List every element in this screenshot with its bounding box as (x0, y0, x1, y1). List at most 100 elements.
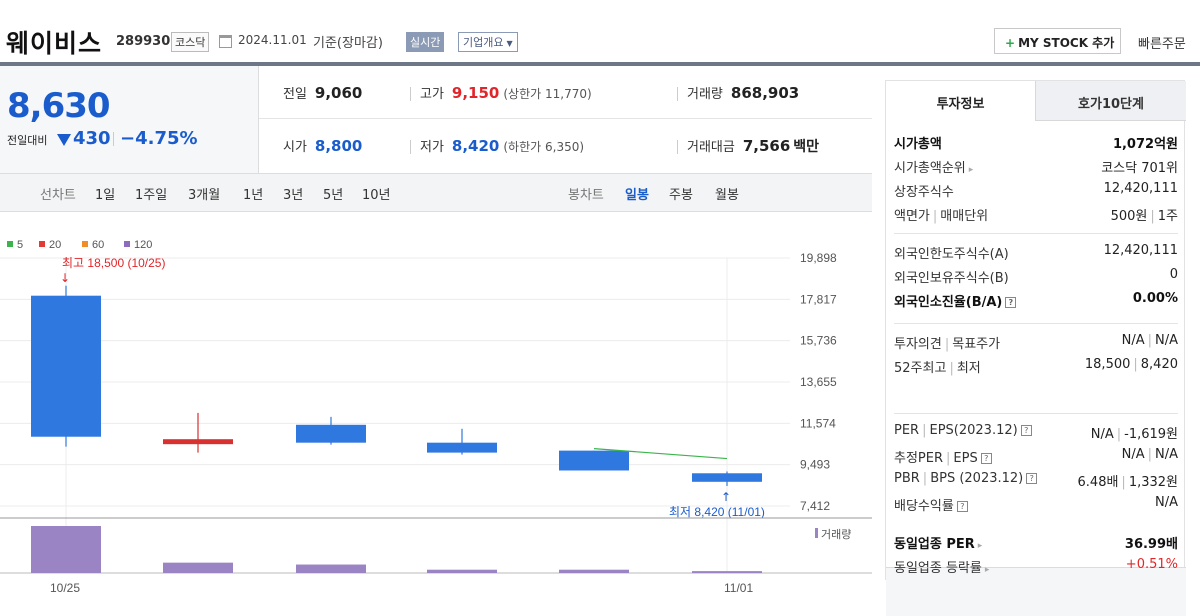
stat-volume: 거래량 868,903 (687, 83, 799, 102)
info-key: 투자의견 | 목표주가 (894, 333, 1000, 352)
tab-monthly[interactable]: 월봉 (715, 188, 739, 203)
y-tick-label: 13,655 (800, 375, 837, 389)
y-tick-label: 19,898 (800, 251, 837, 265)
info-key-text: EPS (953, 451, 978, 466)
company-overview-dropdown[interactable]: 기업개요 ▼ (458, 32, 518, 52)
info-key-text: 액면가 (894, 209, 930, 224)
info-key: 외국인소진율(B/A)? (894, 291, 1017, 310)
tab-order-book[interactable]: 호가10단계 (1036, 81, 1186, 121)
info-value: 36.99배 (1125, 533, 1178, 552)
stat-label: 전일 (283, 87, 307, 102)
stat-label: 시가 (283, 140, 307, 155)
divider (677, 140, 678, 154)
stat-value: 868,903 (730, 84, 800, 102)
info-row: 상장주식수 12,420,111 (894, 179, 1178, 201)
current-price-panel: 8,630 전일대비 430 −4.75% (0, 66, 259, 174)
candle-body (692, 473, 762, 482)
tab-1d[interactable]: 1일 (95, 188, 116, 203)
tab-daily[interactable]: 일봉 (625, 188, 649, 203)
info-row: 외국인보유주식수(B) 0 (894, 265, 1178, 287)
divider (894, 233, 1178, 234)
divider (113, 132, 114, 146)
candle-body (559, 450, 629, 471)
stat-value: 8,420 (451, 137, 500, 155)
divider: | (1121, 475, 1126, 490)
up-arrow-icon: ↑ (721, 490, 731, 504)
stat-open: 시가 8,800 (283, 136, 362, 155)
market-badge: 코스닥 (171, 32, 210, 52)
info-value: 18,500 | 8,420 (1085, 357, 1178, 372)
sector-summary-bg (886, 567, 1186, 616)
info-row: 동일업종 등락률 ▸ +0.51% (894, 555, 1178, 577)
info-value: 1,072억원 (1113, 133, 1178, 152)
volume-label: 거래량 (821, 528, 851, 541)
divider: | (932, 209, 938, 224)
stat-value: 9,150 (451, 84, 500, 102)
divider (410, 87, 411, 101)
info-value-text: N/A (1155, 447, 1178, 462)
info-key-text: 외국인소진율(B/A) (894, 295, 1003, 310)
current-price: 8,630 (7, 86, 111, 126)
divider: | (944, 337, 950, 352)
info-key-text: 추정PER (894, 451, 944, 466)
realtime-button[interactable]: 실시간 (406, 32, 445, 52)
tab-10y[interactable]: 10년 (362, 188, 391, 203)
tab-1w[interactable]: 1주일 (135, 188, 168, 203)
lower-limit: (하한가 6,350) (503, 140, 585, 154)
quick-order-link[interactable]: 빠른주문 (1138, 37, 1186, 52)
x-tick-label: 11/01 (724, 581, 753, 595)
info-row: 액면가 | 매매단위 500원 | 1주 (894, 203, 1178, 225)
info-key-text: 배당수익률 (894, 499, 954, 514)
tab-3y[interactable]: 3년 (283, 188, 304, 203)
high-annotation: 최고 18,500 (10/25) (62, 256, 165, 270)
info-key-text: BPS (2023.12) (930, 471, 1024, 486)
stat-unit: 백만 (793, 139, 820, 155)
info-key: 시가총액 (894, 133, 942, 152)
price-chart[interactable]: 19,898 17,817 15,736 13,655 11,574 9,493 7,412… (0, 212, 872, 616)
tab-3m[interactable]: 3개월 (188, 188, 221, 203)
tab-1y[interactable]: 1년 (243, 188, 264, 203)
tab-5y[interactable]: 5년 (323, 188, 344, 203)
info-value-text: 0.00% (1132, 291, 1178, 306)
info-value-text: 1주 (1157, 209, 1178, 224)
info-value-text: 12,420,111 (1103, 243, 1178, 258)
info-row: 투자의견 | 목표주가 N/A | N/A (894, 331, 1178, 353)
info-key-text: 외국인보유주식수(B) (894, 271, 1009, 286)
y-tick-label: 9,493 (800, 458, 830, 472)
info-key: 상장주식수 (894, 181, 954, 200)
add-my-stock-button[interactable]: + MY STOCK 추가 (994, 28, 1121, 54)
tab-investment-info[interactable]: 투자정보 (886, 81, 1036, 121)
info-key-text: 상장주식수 (894, 185, 954, 200)
help-icon[interactable]: ? (956, 501, 968, 512)
candlestick-chart: 19,898 17,817 15,736 13,655 11,574 9,493 7,412… (0, 239, 872, 595)
info-value: 0 (1170, 267, 1178, 282)
info-value: 500원 | 1주 (1111, 205, 1178, 224)
info-row: PER | EPS(2023.12)? N/A | -1,619원 (894, 421, 1178, 443)
info-key: 시가총액순위 ▸ (894, 157, 973, 176)
info-key-text: 투자의견 (894, 337, 942, 352)
help-icon[interactable]: ? (1026, 473, 1038, 484)
stat-high: 고가 9,150 (상한가 11,770) (420, 83, 592, 102)
info-key-text: 동일업종 등락률 (894, 561, 982, 576)
info-value-text: 0 (1169, 267, 1178, 282)
help-icon[interactable]: ? (1020, 425, 1032, 436)
calendar-icon (219, 35, 232, 48)
divider (894, 413, 1178, 414)
investment-info-panel: 투자정보 호가10단계 시가총액 1,072억원 시가총액순위 ▸ 코스닥 701위 상장… (873, 66, 1200, 616)
candle-body (31, 295, 101, 437)
ma5-line (593, 448, 728, 460)
help-icon[interactable]: ? (980, 453, 992, 464)
info-row: 추정PER | EPS? N/A | N/A (894, 445, 1178, 467)
info-key: 동일업종 PER ▸ (894, 533, 982, 552)
stat-low: 저가 8,420 (하한가 6,350) (420, 136, 584, 155)
info-value: 0.00% (1133, 291, 1178, 306)
info-value-text: N/A (1121, 333, 1145, 348)
stock-name: 웨이비스 (6, 29, 103, 58)
info-value: N/A | -1,619원 (1091, 423, 1178, 442)
help-icon[interactable]: ? (1005, 297, 1017, 308)
info-key: 52주최고 | 최저 (894, 357, 981, 376)
stat-value: 9,060 (314, 84, 363, 102)
tab-weekly[interactable]: 주봉 (669, 188, 693, 203)
info-row: 배당수익률? N/A (894, 493, 1178, 515)
divider: | (1150, 209, 1155, 224)
